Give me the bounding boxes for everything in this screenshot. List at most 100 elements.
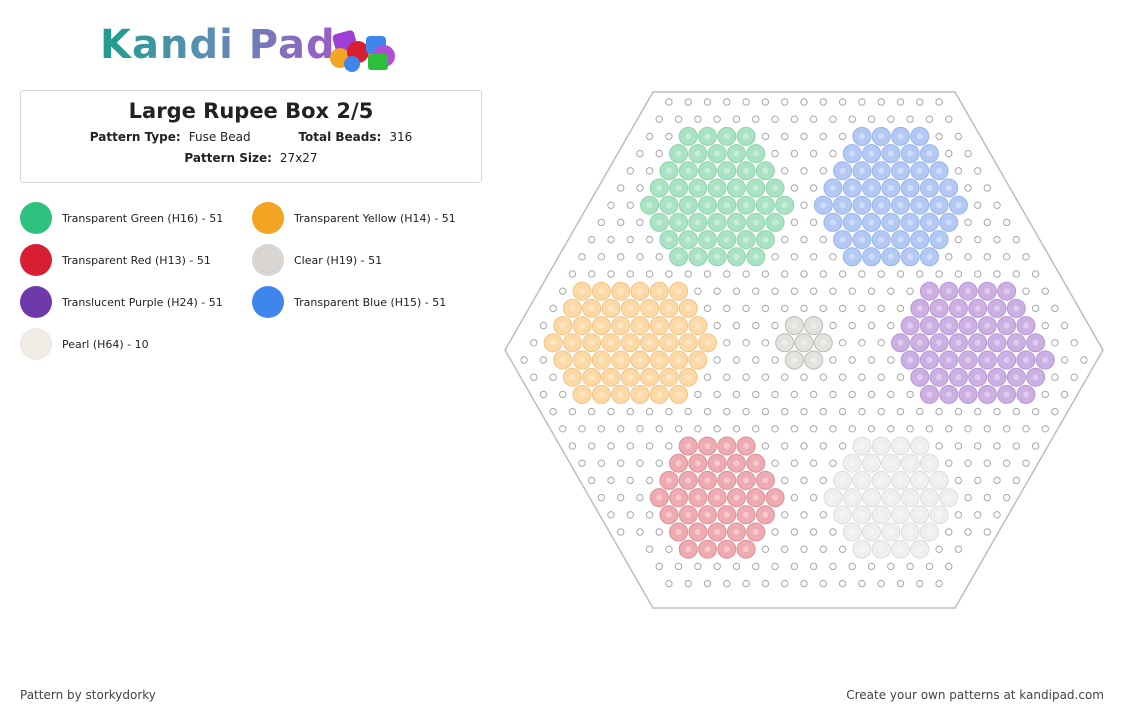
bead-hole xyxy=(694,357,701,363)
peg xyxy=(684,270,692,278)
bead xyxy=(678,470,698,490)
bead-hole xyxy=(714,219,721,226)
bead xyxy=(582,333,602,353)
peg xyxy=(974,476,982,485)
bead xyxy=(929,161,949,181)
bead-hole xyxy=(858,511,865,518)
peg xyxy=(848,562,856,571)
bead-hole xyxy=(627,305,634,312)
logo[interactable]: Kandi Pad xyxy=(100,22,336,68)
peg xyxy=(983,425,992,433)
bead-hole xyxy=(579,322,586,329)
legend-item: Clear (H19) - 51 xyxy=(252,244,382,276)
bead-hole xyxy=(916,305,923,312)
peg xyxy=(1070,339,1078,347)
peg xyxy=(781,132,789,141)
bead-hole xyxy=(559,322,566,329)
peg xyxy=(626,270,634,278)
peg xyxy=(1060,390,1069,399)
info-row: Pattern Size: 27x27 xyxy=(21,151,481,165)
peg xyxy=(713,356,721,364)
bead-hole xyxy=(772,219,779,226)
bead-hole xyxy=(907,322,914,329)
peg xyxy=(1060,321,1069,330)
peg xyxy=(838,98,847,106)
bead xyxy=(910,539,930,559)
bead-hole xyxy=(704,443,711,449)
peg xyxy=(829,253,837,261)
peg xyxy=(867,356,876,364)
peg xyxy=(655,528,663,536)
promo-link[interactable]: Create your own patterns at kandipad.com xyxy=(846,688,1104,702)
peg xyxy=(1031,442,1040,450)
bead xyxy=(910,298,930,318)
bead xyxy=(698,126,717,146)
bead-hole xyxy=(945,494,952,501)
bead-hole xyxy=(839,236,846,243)
bead xyxy=(746,488,766,508)
bead-hole xyxy=(858,167,865,174)
bead-hole xyxy=(907,529,914,535)
bead xyxy=(948,367,968,387)
peg xyxy=(838,407,847,416)
bead xyxy=(1006,367,1026,387)
bead xyxy=(871,230,891,250)
peg xyxy=(964,149,972,158)
bead xyxy=(707,178,727,198)
peg xyxy=(935,98,943,106)
bead-hole xyxy=(1003,391,1010,398)
bead xyxy=(852,539,872,559)
bead-hole xyxy=(897,511,904,518)
peg xyxy=(588,476,596,485)
peg xyxy=(790,425,799,433)
peg xyxy=(530,339,538,347)
bead xyxy=(881,488,901,508)
legend-item: Translucent Purple (H24) - 51 xyxy=(20,286,223,318)
bead-hole xyxy=(685,202,692,209)
peg xyxy=(993,511,1001,519)
peg xyxy=(1051,373,1059,381)
peg xyxy=(771,321,779,330)
peg xyxy=(790,390,799,399)
bead-hole xyxy=(839,202,846,209)
peg xyxy=(771,459,779,467)
bead xyxy=(784,350,804,370)
bead-hole xyxy=(849,529,856,535)
peg xyxy=(800,407,808,416)
peg xyxy=(645,407,654,416)
peg xyxy=(819,579,827,588)
peg xyxy=(974,511,982,519)
bead xyxy=(891,436,910,456)
bead xyxy=(707,453,727,473)
peg xyxy=(723,407,731,416)
bead xyxy=(678,505,698,525)
bead xyxy=(601,367,621,387)
bead-hole xyxy=(743,477,750,484)
peg xyxy=(809,184,818,192)
peg xyxy=(887,115,895,123)
peg xyxy=(645,442,654,450)
bead-hole xyxy=(762,167,769,174)
peg xyxy=(752,287,760,295)
peg xyxy=(877,579,885,588)
peg xyxy=(983,459,992,467)
bead xyxy=(717,470,737,490)
bead-hole xyxy=(907,150,914,157)
peg xyxy=(781,304,789,313)
legend-label: Clear (H19) - 51 xyxy=(294,253,383,267)
bead-hole xyxy=(733,494,740,501)
bead xyxy=(669,144,689,164)
peg xyxy=(742,579,750,588)
bead xyxy=(698,505,717,525)
bead xyxy=(919,453,939,473)
peg xyxy=(819,167,827,175)
bead-hole xyxy=(636,322,643,329)
bead xyxy=(611,350,631,370)
peg xyxy=(838,304,847,313)
peg xyxy=(694,562,702,571)
bead-hole xyxy=(762,202,769,209)
bead xyxy=(833,195,853,215)
peg xyxy=(1051,407,1059,416)
bead-hole xyxy=(598,391,605,398)
bead-hole xyxy=(897,202,904,209)
